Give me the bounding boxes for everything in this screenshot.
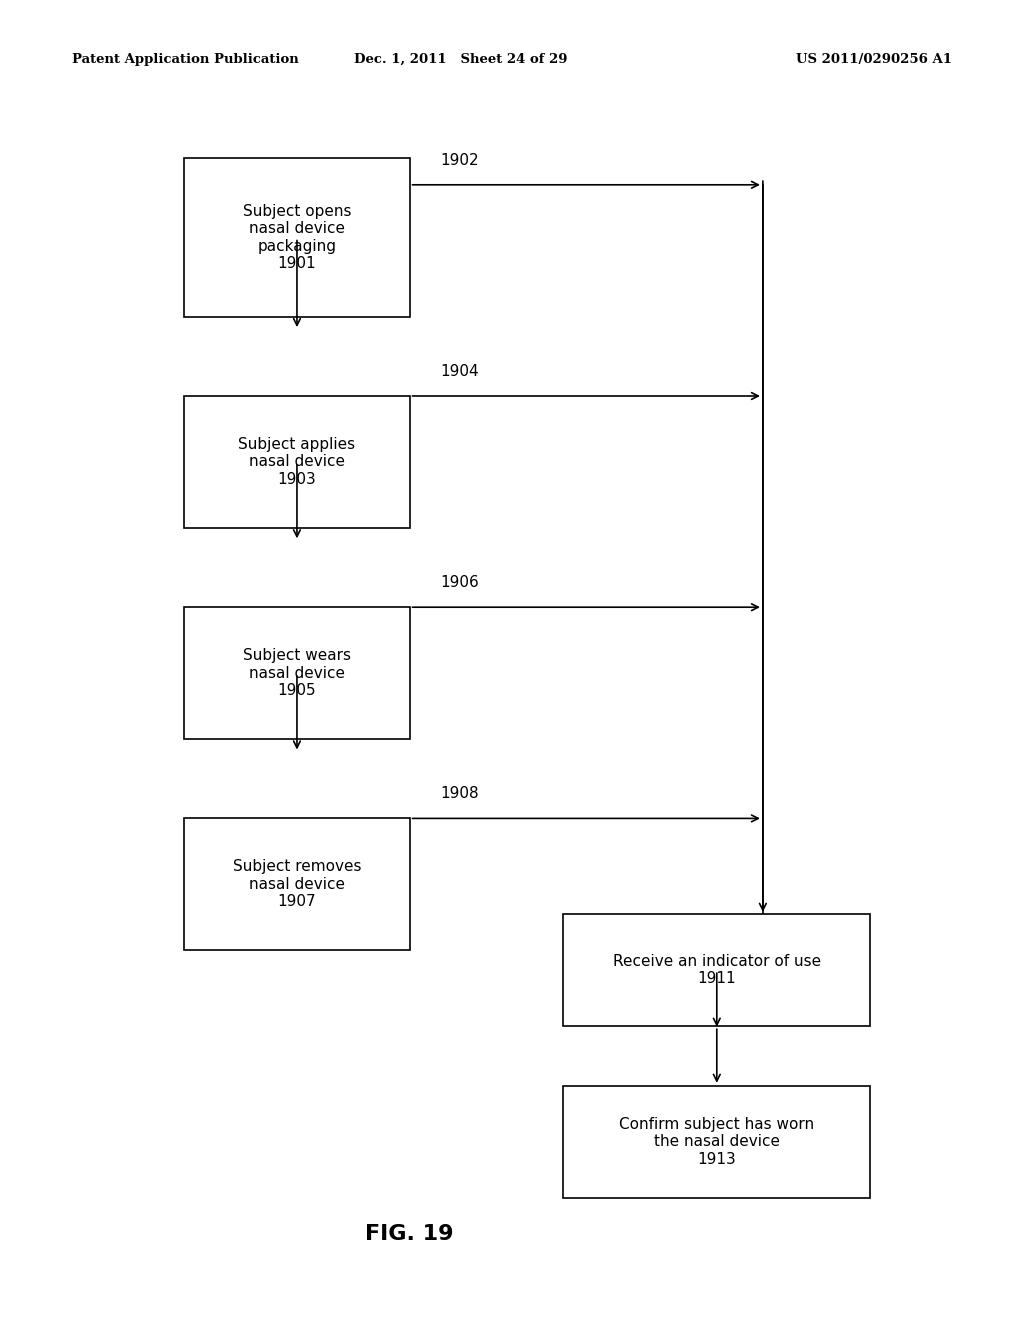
Text: Patent Application Publication: Patent Application Publication (72, 53, 298, 66)
FancyBboxPatch shape (563, 1085, 870, 1199)
FancyBboxPatch shape (184, 396, 410, 528)
Text: Subject wears
nasal device
1905: Subject wears nasal device 1905 (243, 648, 351, 698)
Text: US 2011/0290256 A1: US 2011/0290256 A1 (797, 53, 952, 66)
FancyBboxPatch shape (184, 158, 410, 317)
Text: Subject applies
nasal device
1903: Subject applies nasal device 1903 (239, 437, 355, 487)
Text: Subject opens
nasal device
packaging
1901: Subject opens nasal device packaging 190… (243, 205, 351, 271)
Text: Receive an indicator of use
1911: Receive an indicator of use 1911 (612, 954, 821, 986)
Text: FIG. 19: FIG. 19 (366, 1224, 454, 1245)
FancyBboxPatch shape (184, 818, 410, 950)
FancyBboxPatch shape (184, 607, 410, 739)
Text: 1904: 1904 (440, 364, 479, 379)
Text: 1902: 1902 (440, 153, 479, 168)
Text: 1906: 1906 (440, 576, 479, 590)
Text: Dec. 1, 2011   Sheet 24 of 29: Dec. 1, 2011 Sheet 24 of 29 (354, 53, 567, 66)
Text: Subject removes
nasal device
1907: Subject removes nasal device 1907 (232, 859, 361, 909)
FancyBboxPatch shape (563, 913, 870, 1027)
Text: 1908: 1908 (440, 787, 479, 801)
Text: Confirm subject has worn
the nasal device
1913: Confirm subject has worn the nasal devic… (620, 1117, 814, 1167)
